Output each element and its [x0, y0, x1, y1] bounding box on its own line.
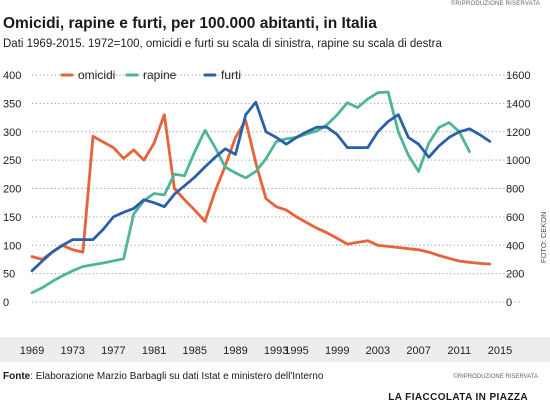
masthead: LA FIACCOLATA IN PIAZZA — [388, 392, 528, 403]
right-tick-label: 1200 — [506, 127, 530, 139]
x-tick-label: 2003 — [366, 345, 390, 357]
right-tick-label: 1000 — [506, 155, 530, 167]
source-text: : Elaborazione Marzio Barbagli su dati I… — [30, 371, 324, 382]
series-line-furti — [30, 100, 492, 273]
grid-lines — [32, 74, 520, 303]
left-axis-ticks: 0 50 100 150 200 250 300 350 400 — [3, 70, 21, 309]
x-tick-label: 1969 — [20, 345, 44, 357]
copyright-top: ©RIPRODUZIONE RISERVATA — [450, 1, 540, 7]
left-tick-label: 150 — [3, 212, 21, 224]
right-tick-label: 400 — [506, 240, 524, 252]
x-axis-band — [0, 337, 550, 362]
left-tick-label: 400 — [3, 70, 21, 82]
copyright-bottom: ©RIPRODUZIONE RISERVATA — [453, 374, 538, 380]
x-tick-label: 1977 — [101, 345, 125, 357]
legend-label-omicidi: omicidi — [78, 68, 115, 82]
right-tick-label: 1600 — [506, 70, 530, 82]
right-tick-label: 1400 — [506, 98, 530, 110]
x-tick-label: 1989 — [223, 345, 247, 357]
legend-label-furti: furti — [221, 68, 241, 82]
right-tick-label: 200 — [506, 269, 524, 281]
right-tick-label: 600 — [506, 212, 524, 224]
legend-label-rapine: rapine — [143, 68, 177, 82]
photo-credit: FOTO: CEKON — [539, 211, 548, 263]
x-tick-label: 1999 — [325, 345, 349, 357]
chart-title: Omicidi, rapine e furti, per 100.000 abi… — [3, 15, 377, 32]
right-tick-label: 0 — [506, 297, 512, 309]
x-tick-label: 1981 — [142, 345, 166, 357]
right-axis-ticks: 0 200 400 600 800 1000 1200 1400 1600 — [506, 70, 530, 309]
x-tick-label: 1973 — [60, 345, 84, 357]
left-tick-label: 250 — [3, 155, 21, 167]
left-tick-label: 0 — [3, 297, 9, 309]
series-line-rapine — [30, 90, 471, 295]
x-tick-label: 2007 — [406, 345, 430, 357]
left-tick-label: 50 — [3, 269, 15, 281]
series-line-omicidi — [30, 113, 492, 266]
left-tick-label: 100 — [3, 240, 21, 252]
source-label: Fonte — [3, 371, 31, 382]
x-tick-label: 2011 — [447, 345, 471, 357]
right-tick-label: 800 — [506, 184, 524, 196]
series-lines — [30, 90, 492, 295]
x-tick-label: 2015 — [488, 345, 512, 357]
left-tick-label: 300 — [3, 127, 21, 139]
left-tick-label: 350 — [3, 98, 21, 110]
source-note: Fonte: Elaborazione Marzio Barbagli su d… — [3, 371, 323, 382]
chart-subtitle: Dati 1969-2015. 1972=100, omicidi e furt… — [3, 38, 442, 50]
x-tick-label: 1993 — [264, 345, 288, 357]
left-tick-label: 200 — [3, 184, 21, 196]
x-tick-label: 1985 — [183, 345, 207, 357]
x-tick-label: 1995 — [284, 345, 308, 357]
legend: omicidi rapine furti — [60, 68, 241, 82]
